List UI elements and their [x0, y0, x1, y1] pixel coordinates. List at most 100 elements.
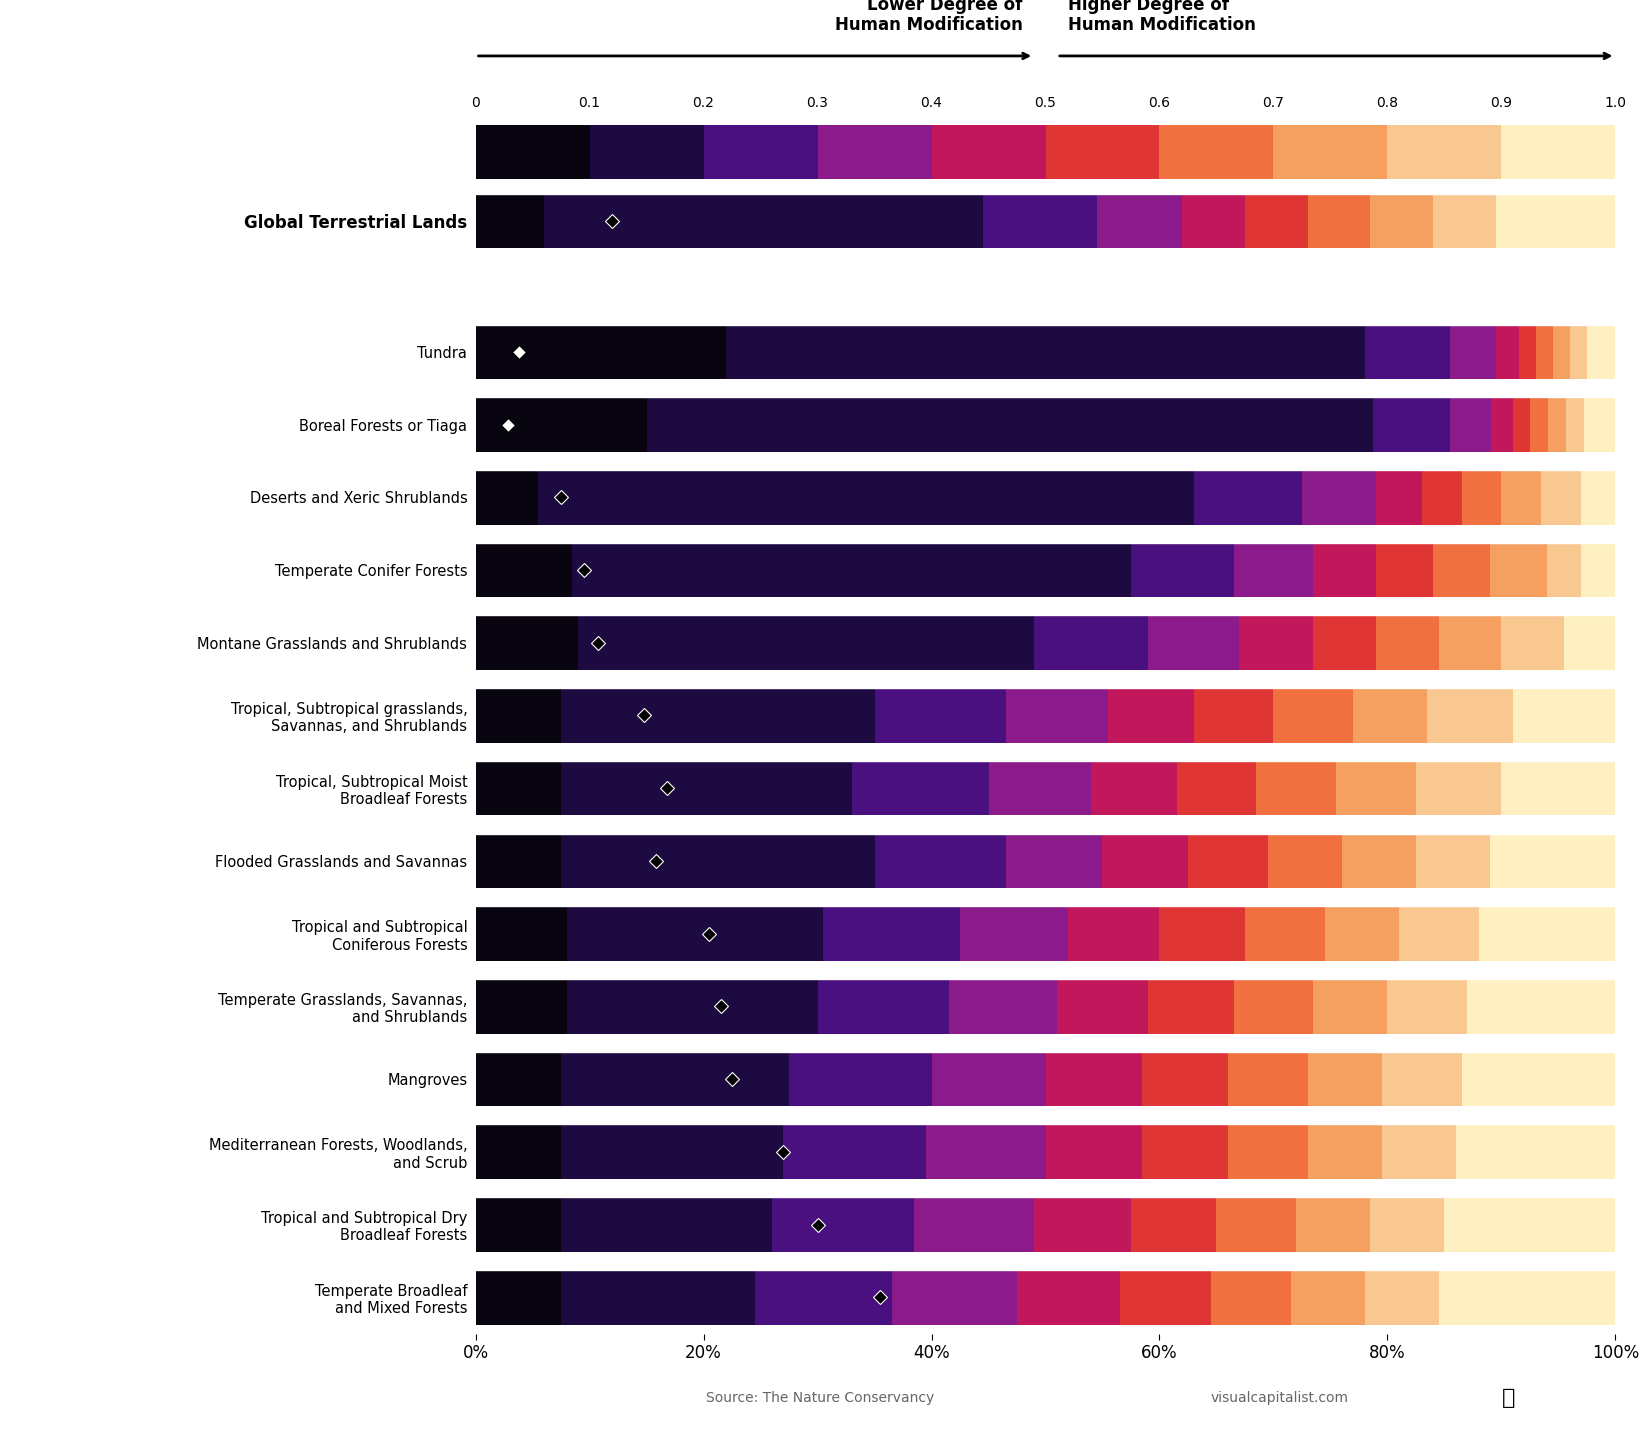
Bar — [1414, 833, 1490, 888]
Bar — [1341, 833, 1414, 888]
Bar — [1495, 194, 1614, 248]
Bar — [1364, 1271, 1437, 1325]
Bar — [544, 194, 982, 248]
Bar — [475, 615, 579, 670]
Text: visualcapitalist.com: visualcapitalist.com — [1210, 1391, 1347, 1405]
Bar — [1421, 470, 1460, 525]
Bar — [475, 1051, 561, 1107]
Bar — [1159, 906, 1244, 961]
Bar — [1295, 1197, 1370, 1252]
Bar — [1580, 542, 1614, 598]
Bar — [823, 906, 959, 961]
Bar — [1210, 1271, 1290, 1325]
Text: 0.2: 0.2 — [692, 96, 715, 109]
Bar — [475, 470, 538, 525]
Text: 0.9: 0.9 — [1490, 96, 1511, 109]
Bar — [1290, 1271, 1364, 1325]
Text: 0.5: 0.5 — [1034, 96, 1056, 109]
Bar — [1193, 688, 1274, 743]
Bar — [561, 688, 874, 743]
Bar — [1352, 688, 1426, 743]
Bar — [1108, 688, 1193, 743]
Bar — [1511, 688, 1614, 743]
Bar — [475, 1124, 561, 1179]
Bar — [1147, 615, 1239, 670]
Bar — [1142, 1124, 1228, 1179]
Bar — [931, 1051, 1046, 1107]
Bar — [1449, 397, 1490, 452]
Bar — [1313, 979, 1387, 1034]
Bar — [818, 979, 947, 1034]
Bar — [1387, 125, 1501, 179]
Text: Source: The Nature Conservancy: Source: The Nature Conservancy — [705, 1391, 934, 1405]
Bar — [1034, 615, 1147, 670]
Bar — [1159, 125, 1274, 179]
Text: 1.0: 1.0 — [1603, 96, 1626, 109]
Bar — [567, 979, 816, 1034]
Bar — [1467, 979, 1614, 1034]
Bar — [1375, 470, 1421, 525]
Bar — [1437, 1271, 1614, 1325]
Bar — [475, 979, 567, 1034]
Bar — [1370, 1197, 1444, 1252]
Bar — [1547, 397, 1565, 452]
Bar — [851, 761, 988, 816]
Bar — [567, 906, 823, 961]
Bar — [1228, 1124, 1306, 1179]
Bar — [1046, 1124, 1142, 1179]
Text: 0.8: 0.8 — [1375, 96, 1398, 109]
Bar — [1382, 1051, 1460, 1107]
Bar — [572, 542, 1131, 598]
Bar — [1324, 906, 1398, 961]
Bar — [1587, 324, 1614, 379]
Bar — [1501, 125, 1614, 179]
Bar — [561, 761, 851, 816]
Bar — [1313, 615, 1375, 670]
Bar — [1444, 1197, 1614, 1252]
Bar — [475, 761, 561, 816]
Bar — [1046, 125, 1159, 179]
Text: 0: 0 — [470, 96, 480, 109]
Bar — [1239, 615, 1313, 670]
Bar — [561, 1124, 783, 1179]
Bar — [561, 1197, 772, 1252]
Bar — [1501, 615, 1564, 670]
Bar — [1432, 542, 1490, 598]
Bar — [1478, 906, 1614, 961]
Bar — [1552, 324, 1569, 379]
Bar — [475, 1197, 561, 1252]
Text: 🌍: 🌍 — [1501, 1388, 1514, 1408]
Bar — [1501, 761, 1614, 816]
Bar — [590, 125, 703, 179]
Bar — [1455, 1124, 1614, 1179]
Text: 0.6: 0.6 — [1147, 96, 1170, 109]
Bar — [1228, 1051, 1306, 1107]
Bar — [1090, 761, 1175, 816]
Bar — [1306, 194, 1370, 248]
Bar — [1313, 542, 1375, 598]
Bar — [475, 324, 726, 379]
Bar — [1306, 1051, 1382, 1107]
Bar — [475, 1271, 561, 1325]
Bar — [1426, 688, 1511, 743]
Bar — [1301, 470, 1375, 525]
Bar — [1046, 1051, 1142, 1107]
Bar — [959, 906, 1067, 961]
Text: Higher Degree of
Human Modification: Higher Degree of Human Modification — [1067, 0, 1255, 34]
Bar — [561, 833, 874, 888]
Bar — [947, 979, 1056, 1034]
Bar — [475, 542, 572, 598]
Bar — [1534, 324, 1552, 379]
Bar — [1193, 470, 1301, 525]
Bar — [1501, 470, 1541, 525]
Bar — [1518, 324, 1534, 379]
Bar — [475, 252, 1614, 321]
Bar — [1460, 1051, 1614, 1107]
Bar — [1131, 1197, 1216, 1252]
Bar — [1370, 194, 1432, 248]
Bar — [874, 833, 1005, 888]
Bar — [1101, 833, 1187, 888]
Bar — [1255, 761, 1336, 816]
Bar — [931, 125, 1046, 179]
Bar — [1274, 125, 1387, 179]
